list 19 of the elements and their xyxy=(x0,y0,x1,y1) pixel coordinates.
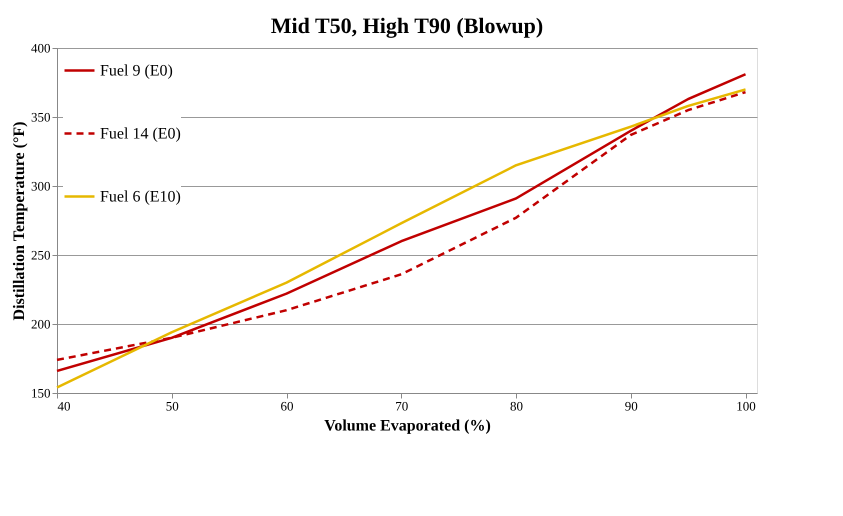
y-tick-label: 350 xyxy=(31,110,50,124)
y-axis-title: Distillation Temperature (°F) xyxy=(11,122,28,320)
x-tick-label: 60 xyxy=(280,398,294,414)
x-tick-label: 100 xyxy=(736,398,756,414)
y-tick-label: 300 xyxy=(31,178,50,194)
y-tick-label: 250 xyxy=(31,248,50,262)
legend-label: Fuel 6 (E10) xyxy=(100,188,181,206)
x-tick-label: 50 xyxy=(166,398,179,414)
x-tick-label: 90 xyxy=(624,398,638,414)
legend-label: Fuel 14 (E0) xyxy=(100,126,181,142)
x-axis-title: Volume Evaporated (%) xyxy=(324,418,491,434)
x-tick-label: 80 xyxy=(510,398,524,414)
x-tick-label: 70 xyxy=(395,398,408,414)
legend-label: Fuel 9 (E0) xyxy=(100,62,173,80)
chart-title: Mid T50, High T90 (Blowup) xyxy=(270,13,544,38)
y-tick-label: 150 xyxy=(31,386,50,400)
y-tick-label: 200 xyxy=(31,316,50,332)
x-tick-label: 40 xyxy=(58,398,70,414)
y-tick-label: 400 xyxy=(31,40,50,56)
